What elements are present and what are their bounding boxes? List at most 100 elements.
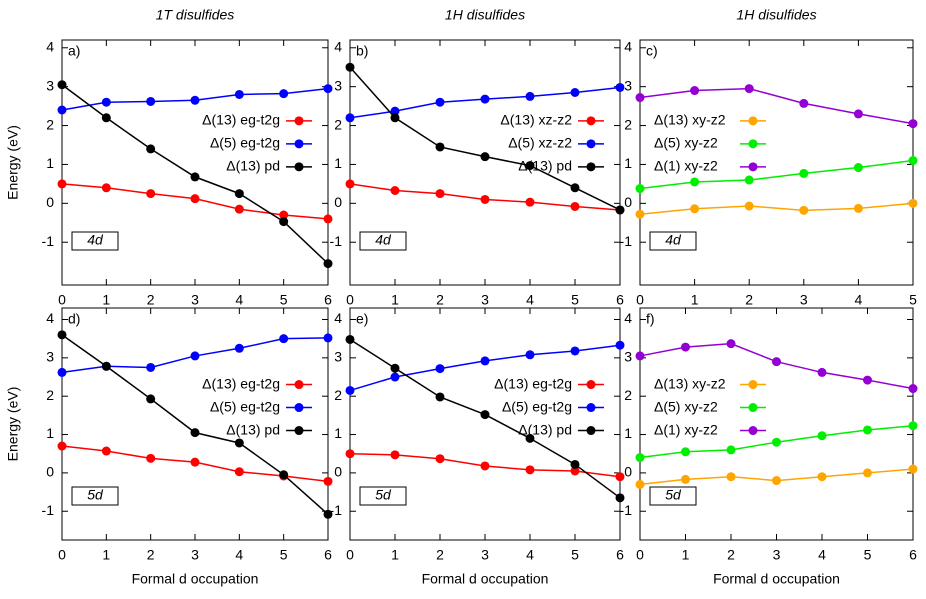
data-point — [57, 105, 67, 115]
annotation: 5d — [87, 487, 104, 503]
x-tick-label: 6 — [616, 547, 624, 563]
y-tick-label: 4 — [46, 310, 54, 326]
data-point — [480, 94, 490, 104]
x-tick-label: 1 — [691, 292, 699, 308]
legend-label: Δ(13) xy-z2 — [654, 375, 726, 391]
y-tick-label: 0 — [46, 194, 54, 210]
data-point — [615, 472, 625, 482]
y-tick-label: 3 — [46, 349, 54, 365]
data-point — [323, 509, 333, 519]
data-point — [908, 119, 918, 129]
y-tick-label: 1 — [46, 425, 54, 441]
data-point — [726, 339, 736, 349]
y-tick-label: -1 — [42, 502, 55, 518]
annotation: 4d — [665, 232, 682, 248]
series-line — [639, 202, 914, 215]
y-tick-label: 0 — [624, 464, 632, 480]
data-point — [817, 431, 827, 441]
x-tick-label: 5 — [864, 547, 872, 563]
data-point — [615, 340, 625, 350]
legend-label: Δ(5) eg-t2g — [210, 398, 280, 414]
data-point — [799, 168, 809, 178]
data-point — [570, 183, 580, 193]
data-point — [279, 210, 289, 220]
data-point — [101, 446, 111, 456]
data-point — [234, 467, 244, 477]
y-tick-label: 4 — [624, 310, 632, 326]
y-tick-label: 1 — [334, 155, 342, 171]
y-axis-label: Energy (eV) — [5, 125, 21, 200]
data-point — [681, 474, 690, 484]
data-point — [345, 334, 355, 344]
x-tick-label: 5 — [909, 292, 917, 308]
data-point — [435, 364, 445, 374]
data-point — [279, 217, 289, 227]
x-tick-label: 4 — [235, 547, 243, 563]
data-point — [525, 465, 535, 475]
x-tick-label: 6 — [616, 292, 624, 308]
data-point — [480, 356, 490, 366]
y-tick-label: 3 — [624, 77, 632, 93]
y-tick-label: 2 — [624, 116, 632, 132]
y-tick-label: 4 — [334, 310, 342, 326]
data-point — [772, 357, 781, 367]
legend-marker — [748, 403, 758, 413]
x-tick-label: 3 — [800, 292, 808, 308]
y-tick-label: 0 — [46, 464, 54, 480]
x-tick-label: 0 — [58, 547, 66, 563]
data-point — [635, 93, 645, 103]
x-tick-label: 4 — [526, 547, 534, 563]
y-tick-label: -1 — [330, 233, 343, 249]
legend-marker — [586, 426, 596, 436]
series-line — [639, 87, 914, 125]
data-point — [435, 142, 445, 152]
legend-label: Δ(13) pd — [226, 158, 280, 174]
data-point — [525, 350, 535, 360]
x-tick-label: 0 — [636, 547, 644, 563]
panel-label: c) — [646, 43, 658, 59]
x-tick-label: 4 — [818, 547, 826, 563]
y-tick-label: 2 — [624, 387, 632, 403]
y-tick-label: 2 — [334, 387, 342, 403]
x-tick-label: 2 — [147, 292, 155, 308]
legend-label: Δ(5) eg-t2g — [210, 135, 280, 151]
data-point — [435, 189, 445, 199]
x-tick-label: 4 — [526, 292, 534, 308]
data-point — [817, 367, 827, 377]
data-point — [853, 163, 863, 173]
legend-marker — [586, 380, 596, 390]
data-point — [234, 189, 244, 199]
y-tick-label: 0 — [334, 194, 342, 210]
x-tick-label: 2 — [727, 547, 735, 563]
x-tick-label: 2 — [745, 292, 753, 308]
x-tick-label: 1 — [391, 547, 399, 563]
data-point — [190, 351, 200, 361]
legend-label: Δ(13) eg-t2g — [494, 375, 572, 391]
annotation: 5d — [665, 487, 682, 503]
data-point — [799, 98, 809, 108]
panel-label: f) — [646, 311, 655, 327]
data-point — [390, 186, 400, 195]
y-tick-label: 0 — [334, 464, 342, 480]
data-point — [435, 392, 445, 402]
data-point — [570, 466, 580, 476]
y-tick-label: -1 — [330, 502, 343, 518]
annotation-box — [649, 486, 697, 506]
legend-marker — [294, 116, 304, 126]
data-point — [345, 113, 355, 123]
panel-title: 1H disulfides — [736, 7, 816, 23]
data-point — [681, 342, 690, 352]
data-point — [101, 113, 111, 123]
annotation-box — [71, 486, 119, 506]
x-tick-label: 5 — [571, 547, 579, 563]
legend-marker — [586, 403, 596, 413]
data-point — [635, 351, 645, 361]
data-point — [190, 172, 200, 182]
y-tick-label: 3 — [334, 349, 342, 365]
data-point — [57, 179, 67, 189]
x-axis-label: Formal d occupation — [132, 571, 259, 587]
data-point — [615, 205, 625, 215]
data-point — [570, 346, 580, 356]
data-point — [908, 464, 918, 474]
x-tick-label: 6 — [909, 547, 917, 563]
